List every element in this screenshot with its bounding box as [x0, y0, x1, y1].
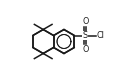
Text: O: O — [82, 45, 89, 54]
Text: O: O — [82, 17, 89, 26]
Text: Cl: Cl — [97, 31, 105, 40]
Text: S: S — [83, 31, 88, 40]
